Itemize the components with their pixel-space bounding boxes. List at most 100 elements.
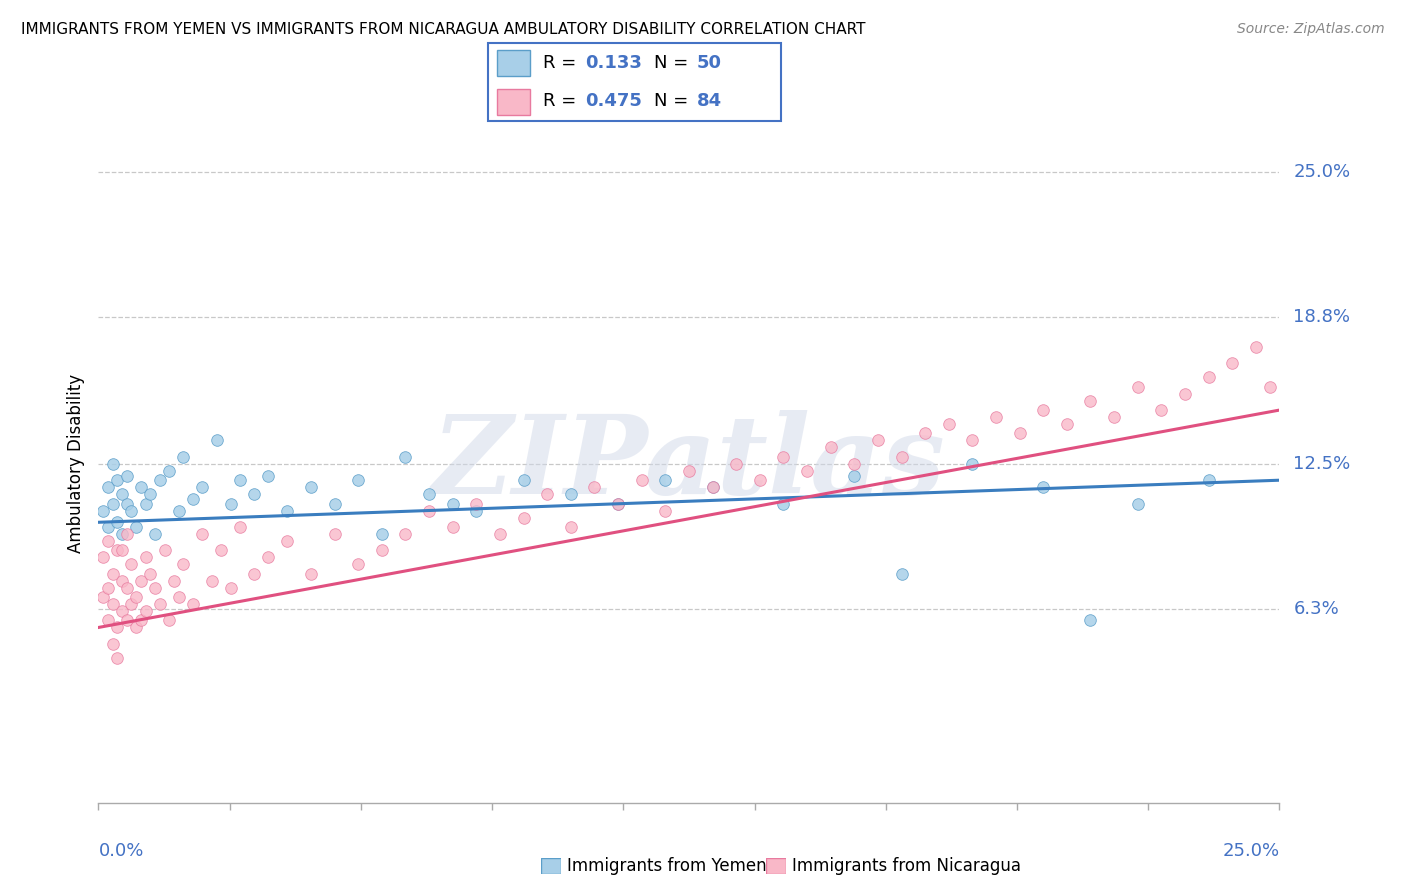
Point [101, 566, 124, 581]
Point [962, 457, 984, 471]
Text: N =: N = [654, 54, 695, 72]
Text: Immigrants from Nicaragua: Immigrants from Nicaragua [792, 857, 1021, 875]
Point [157, 464, 180, 478]
Point [257, 468, 280, 483]
Point [347, 473, 370, 487]
Point [772, 450, 794, 464]
Point [441, 520, 464, 534]
Point [105, 473, 128, 487]
Point [512, 510, 534, 524]
Point [172, 450, 194, 464]
Point [962, 434, 984, 448]
Point [153, 543, 176, 558]
Point [654, 473, 676, 487]
Point [654, 503, 676, 517]
Point [111, 543, 134, 558]
Text: N =: N = [654, 92, 695, 110]
Point [101, 637, 124, 651]
Point [111, 604, 134, 618]
Point [139, 566, 162, 581]
Point [1102, 410, 1125, 425]
Point [181, 597, 204, 611]
Point [748, 473, 770, 487]
Text: 0.0%: 0.0% [98, 842, 143, 860]
Text: IMMIGRANTS FROM YEMEN VS IMMIGRANTS FROM NICARAGUA AMBULATORY DISABILITY CORRELA: IMMIGRANTS FROM YEMEN VS IMMIGRANTS FROM… [21, 22, 866, 37]
Point [1150, 403, 1173, 417]
Point [844, 457, 866, 471]
Point [129, 480, 152, 494]
Point [914, 426, 936, 441]
Text: 84: 84 [696, 92, 721, 110]
Point [394, 527, 416, 541]
Point [257, 550, 280, 565]
Point [772, 497, 794, 511]
Point [105, 651, 128, 665]
Point [167, 590, 190, 604]
Point [938, 417, 960, 431]
Point [115, 581, 138, 595]
Point [1174, 386, 1197, 401]
Point [97, 520, 120, 534]
Point [418, 503, 440, 517]
Point [560, 487, 582, 501]
Text: 12.5%: 12.5% [1294, 455, 1351, 473]
Point [115, 614, 138, 628]
Point [97, 480, 120, 494]
Point [101, 497, 124, 511]
Point [97, 614, 120, 628]
Point [441, 497, 464, 511]
Text: 6.3%: 6.3% [1294, 599, 1339, 618]
Point [167, 503, 190, 517]
Point [229, 473, 252, 487]
Point [1080, 614, 1102, 628]
Point [371, 527, 394, 541]
Point [125, 620, 148, 634]
Point [1032, 480, 1054, 494]
Point [1198, 370, 1220, 384]
Y-axis label: Ambulatory Disability: Ambulatory Disability [66, 375, 84, 553]
Point [191, 527, 214, 541]
Text: ZIPatlas: ZIPatlas [432, 410, 946, 517]
Point [135, 604, 157, 618]
Text: R =: R = [543, 54, 582, 72]
Text: 0.475: 0.475 [585, 92, 641, 110]
Point [276, 503, 298, 517]
Point [1126, 497, 1149, 511]
Point [1080, 393, 1102, 408]
Point [143, 527, 166, 541]
Point [1244, 340, 1267, 354]
Text: 25.0%: 25.0% [1294, 162, 1351, 181]
Point [111, 574, 134, 588]
Text: Immigrants from Yemen: Immigrants from Yemen [567, 857, 766, 875]
Point [630, 473, 652, 487]
Point [129, 614, 152, 628]
Point [115, 527, 138, 541]
Point [243, 566, 266, 581]
Point [101, 597, 124, 611]
Point [97, 533, 120, 548]
Point [125, 520, 148, 534]
Point [1008, 426, 1031, 441]
Point [1258, 380, 1281, 394]
Point [105, 516, 128, 530]
Text: 50: 50 [696, 54, 721, 72]
Point [1198, 473, 1220, 487]
Point [465, 497, 488, 511]
Point [181, 491, 204, 506]
Point [820, 441, 842, 455]
Point [91, 503, 114, 517]
FancyBboxPatch shape [488, 43, 782, 121]
Point [394, 450, 416, 464]
Point [725, 457, 748, 471]
Point [512, 473, 534, 487]
Point [702, 480, 724, 494]
Point [1220, 356, 1243, 370]
FancyBboxPatch shape [766, 858, 786, 874]
Point [796, 464, 818, 478]
Point [91, 590, 114, 604]
Point [418, 487, 440, 501]
Point [143, 581, 166, 595]
Point [209, 543, 232, 558]
FancyBboxPatch shape [541, 858, 561, 874]
Point [583, 480, 606, 494]
